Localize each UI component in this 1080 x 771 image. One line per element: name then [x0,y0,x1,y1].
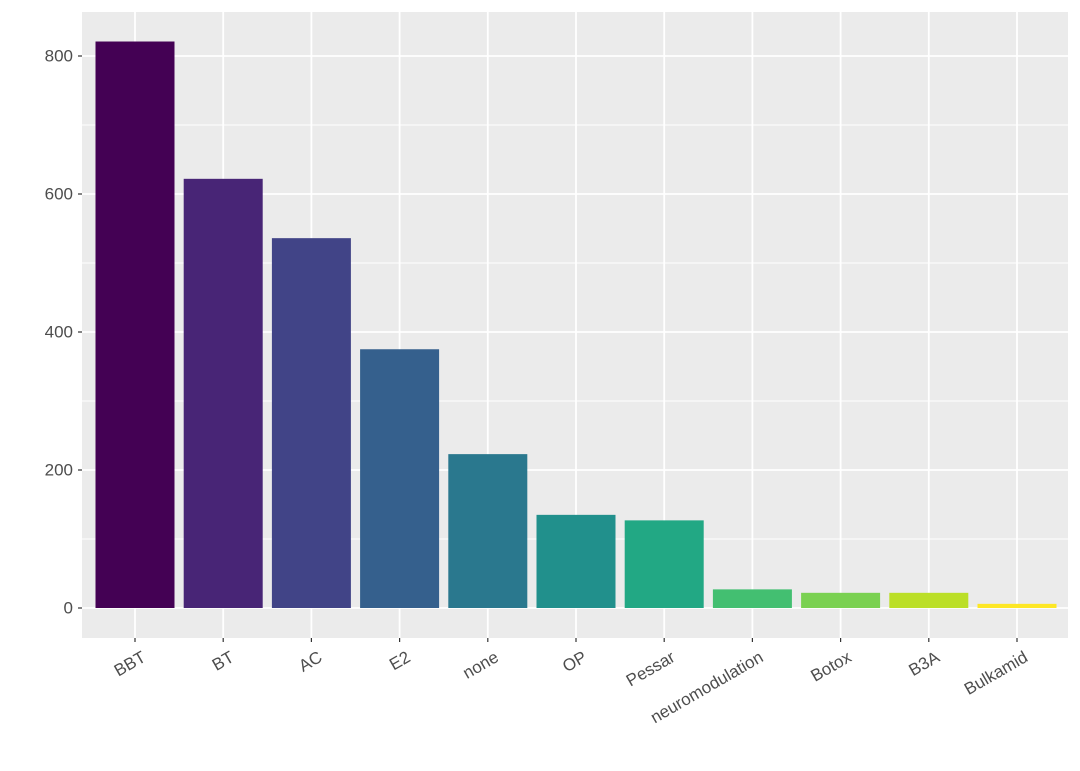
bar-neuromodulation [712,589,792,608]
x-tick-label: Pessar [623,647,679,690]
bar-E2 [360,349,440,608]
y-tick-label: 200 [45,461,73,480]
y-tick-label: 400 [45,323,73,342]
bar-none [448,454,528,608]
x-tick-label: BT [209,647,237,674]
bar-AC [271,238,351,608]
bar-BBT [95,41,175,608]
x-tick-label: Bulkamid [961,647,1031,698]
x-tick-label: BBT [111,647,149,680]
bar-OP [536,514,616,608]
y-tick-label: 0 [64,599,73,618]
x-tick-label: none [460,647,502,682]
bar-Pessar [624,520,704,608]
bar-BT [183,178,263,608]
x-tick-label: AC [295,647,325,675]
y-axis: 0 200 400 600 800 [45,47,82,618]
y-tick-label: 600 [45,185,73,204]
x-tick-label: Botox [807,647,855,685]
bar-Botox [801,592,881,608]
x-tick-label: B3A [905,647,943,680]
y-tick-label: 800 [45,47,73,66]
bars [95,41,1057,608]
bar-B3A [889,592,969,608]
x-tick-label: OP [559,647,590,676]
x-tick-label: E2 [386,647,414,674]
bar-Bulkamid [977,603,1057,608]
